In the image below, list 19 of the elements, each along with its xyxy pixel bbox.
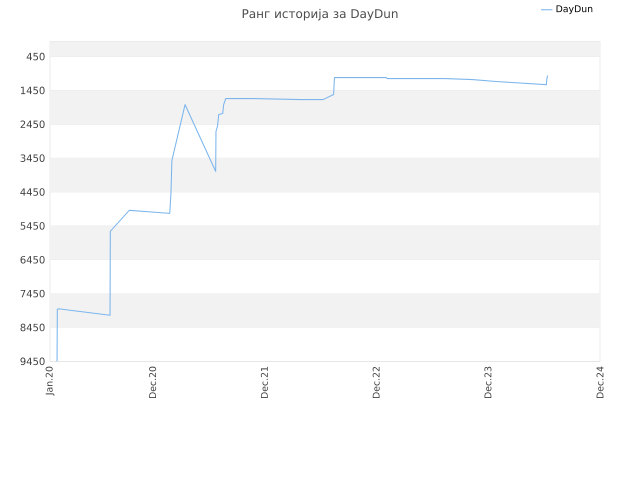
x-tick-label: Jan.20 bbox=[46, 366, 54, 396]
legend-label: DayDun bbox=[556, 5, 592, 14]
y-tick-label: 7450 bbox=[20, 290, 45, 298]
x-tick-label: Dec.24 bbox=[596, 366, 604, 398]
line-series bbox=[56, 74, 548, 362]
y-tick-label: 9450 bbox=[20, 357, 45, 365]
y-tick-label: 3450 bbox=[20, 154, 45, 162]
y-tick-label: 4450 bbox=[20, 188, 45, 196]
x-tick-label: Dec.21 bbox=[260, 366, 268, 398]
x-tick-label: Dec.23 bbox=[484, 366, 492, 398]
y-tick-label: 450 bbox=[26, 52, 45, 60]
x-tick-label: Dec.22 bbox=[372, 366, 380, 398]
y-tick-label: 2450 bbox=[20, 120, 45, 128]
y-tick-label: 8450 bbox=[20, 324, 45, 332]
y-tick-label: 1450 bbox=[20, 86, 45, 94]
chart-title: Ранг историја за DayDun bbox=[242, 8, 398, 20]
y-tick-label: 6450 bbox=[20, 256, 45, 264]
y-tick-label: 5450 bbox=[20, 222, 45, 230]
x-tick-label: Dec.20 bbox=[149, 366, 156, 398]
